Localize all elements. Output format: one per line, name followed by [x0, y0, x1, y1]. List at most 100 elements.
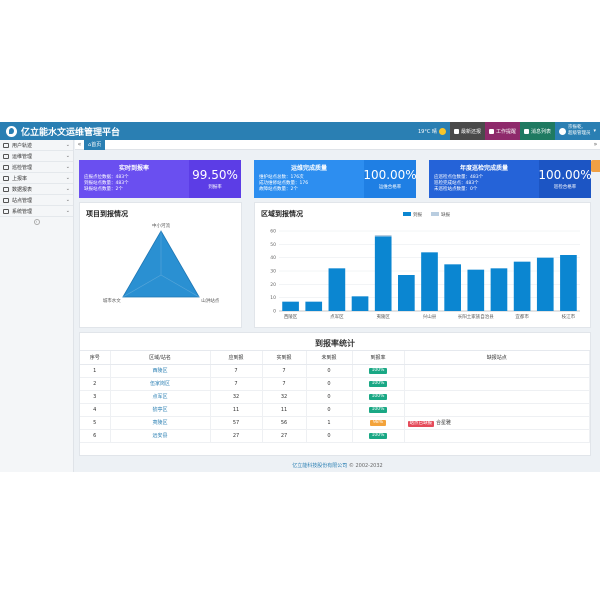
row-missing-stations	[404, 429, 590, 443]
sidebar-item-label: 系统管理	[12, 208, 33, 215]
col-header[interactable]: 缺报站点	[404, 351, 590, 365]
message-list-label: 消息列表	[530, 128, 551, 135]
row-missing: 0	[306, 390, 353, 404]
sidebar-item-label: 站点管理	[12, 197, 33, 204]
table-row[interactable]: 6 远安县 27 27 0 100%	[80, 429, 590, 443]
row-missing-stations	[404, 403, 590, 417]
bar-chart: 到报 缺报 0 10 20 30 40 50 60 西陵区 点军区 夷陵区 兴山县 长阳土家族自治县 宜都市…	[270, 211, 580, 320]
report-rate-table: 序号 区域/站名 应到报 实到报 未到报 到报率 缺报站点 1 西陵区 7 7 0 100…	[80, 351, 590, 443]
x-tick-label: 点军区	[330, 314, 344, 320]
row-expected: 7	[210, 364, 263, 378]
bar[interactable]	[513, 261, 531, 311]
card-line: 成功维修站点数量：176	[259, 181, 309, 186]
sidebar-item-user-track[interactable]: 用户轨迹 ⌄	[0, 140, 73, 151]
checklist-icon	[3, 164, 9, 170]
app-window: 亿立能水文运维管理平台 19°C 晴 最新还报 工作提醒 消息列表	[0, 122, 600, 472]
bar[interactable]	[490, 268, 508, 311]
table-row[interactable]: 5 夷陵区 57 56 1 98% 站点已缺报 合星雅	[80, 416, 590, 430]
sidebar-item-maintenance[interactable]: 运维管理 ⌄	[0, 151, 73, 162]
sun-icon	[438, 127, 446, 135]
collapse-sidebar-button[interactable]: ‹	[33, 219, 40, 225]
tab-home[interactable]: ⌂ 首页	[84, 139, 106, 150]
bar[interactable]	[328, 268, 346, 311]
bar[interactable]	[444, 264, 461, 311]
realtime-report-card: 实时到报率 应报点位数据：483个 到报站点数量：483个 缺报站点数量：2个 …	[79, 160, 241, 198]
col-header[interactable]: 未到报	[306, 351, 353, 365]
card-title: 运维完成质量	[290, 165, 327, 172]
x-tick-label: 长阳土家族自治县	[458, 313, 494, 320]
user-menu[interactable]: 宗振乾, 超级管理员 ▾	[555, 125, 600, 137]
bar[interactable]	[560, 255, 577, 311]
row-actual: 7	[262, 364, 307, 378]
bar[interactable]	[351, 296, 369, 311]
sidebar-item-system[interactable]: 系统管理 ⌄	[0, 206, 73, 217]
bar[interactable]	[467, 269, 485, 311]
latest-report-button[interactable]: 最新还报	[449, 122, 485, 140]
sidebar-item-label: 上报率	[12, 175, 28, 182]
legend-label[interactable]: 到报	[413, 211, 422, 218]
app-title: 亿立能水文运维管理平台	[21, 127, 121, 138]
col-header[interactable]: 区域/站名	[110, 351, 211, 365]
message-list-button[interactable]: 消息列表	[519, 122, 555, 140]
sidebar-item-inspection[interactable]: 巡检管理 ⌄	[0, 162, 73, 173]
user-name: 宗振乾,	[567, 125, 583, 130]
chevron-down-icon: ⌄	[65, 164, 70, 170]
sidebar-item-stations[interactable]: 站点管理 ⌄	[0, 195, 73, 206]
card-line: 缺报站点数量：2个	[84, 187, 123, 192]
row-actual: 7	[262, 377, 307, 391]
work-reminder-label: 工作提醒	[495, 128, 516, 135]
bar[interactable]	[305, 301, 323, 311]
row-area-link[interactable]: 远安县	[110, 429, 211, 443]
bar[interactable]	[398, 275, 415, 311]
rate-badge: 100%	[368, 407, 388, 413]
tab-strip: « ⌂ 首页 »	[75, 139, 600, 150]
col-header[interactable]: 应到报	[210, 351, 263, 365]
y-tick-label: 10	[270, 295, 276, 301]
bar[interactable]	[374, 235, 392, 237]
table-row[interactable]: 3 点军区 32 32 0 100%	[80, 390, 590, 404]
bar[interactable]	[374, 236, 392, 311]
tab-scroll-left-button[interactable]: «	[77, 141, 82, 148]
work-reminder-button[interactable]: 工作提醒	[484, 122, 520, 140]
row-rate-cell: 100%	[352, 390, 405, 404]
sidebar-item-data-reports[interactable]: 数据报表 ⌄	[0, 184, 73, 195]
row-area-link[interactable]: 伍家岗区	[110, 377, 211, 391]
chevron-down-icon: ⌄	[65, 208, 70, 214]
sidebar-item-label: 运维管理	[12, 153, 33, 160]
legend-label[interactable]: 缺报	[441, 211, 450, 218]
bell-icon	[488, 128, 494, 134]
table-title: 到报率统计	[80, 333, 590, 351]
bar-chart-title: 区域到报情况	[261, 210, 303, 218]
radar-title: 项目到报情况	[86, 210, 128, 218]
row-missing: 0	[306, 429, 353, 443]
sidebar-item-label: 用户轨迹	[12, 142, 33, 149]
row-number: 4	[80, 403, 111, 417]
card-subtitle: 运维合格率	[378, 185, 402, 190]
company-link[interactable]: 亿立能科技股份有限公司	[292, 463, 348, 469]
row-rate-cell: 100%	[352, 403, 405, 417]
row-area-link[interactable]: 夷陵区	[110, 416, 211, 430]
row-missing: 0	[306, 403, 353, 417]
col-header[interactable]: 到报率	[352, 351, 405, 365]
legend-swatch[interactable]	[431, 212, 439, 216]
settings-float-button[interactable]	[591, 160, 600, 172]
sidebar-item-report-rate[interactable]: 上报率 ⌄	[0, 173, 73, 184]
table-row[interactable]: 1 西陵区 7 7 0 100%	[80, 364, 590, 378]
row-area-link[interactable]: 西陵区	[110, 364, 211, 378]
bar[interactable]	[282, 301, 299, 311]
logo: 亿立能水文运维管理平台	[6, 125, 120, 138]
legend-swatch[interactable]	[403, 212, 411, 216]
footer: 亿立能科技股份有限公司 © 2002-2032	[75, 462, 600, 472]
bar[interactable]	[421, 252, 438, 311]
table-row[interactable]: 2 伍家岗区 7 7 0 100%	[80, 377, 590, 391]
card-title: 实时到报率	[118, 165, 149, 172]
station-icon	[3, 197, 9, 203]
row-area-link[interactable]: 猇亭区	[110, 403, 211, 417]
col-header[interactable]: 实到报	[262, 351, 307, 365]
col-header[interactable]: 序号	[80, 351, 111, 365]
row-area-link[interactable]: 点军区	[110, 390, 211, 404]
table-row[interactable]: 4 猇亭区 11 11 0 100%	[80, 403, 590, 417]
tab-scroll-right-button[interactable]: »	[593, 141, 598, 148]
bar[interactable]	[536, 257, 554, 311]
home-icon: ⌂	[88, 141, 92, 148]
